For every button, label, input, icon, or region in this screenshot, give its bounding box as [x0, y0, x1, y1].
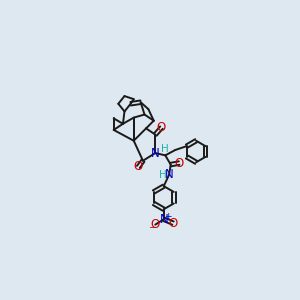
Text: N: N — [159, 213, 168, 226]
Text: N: N — [151, 146, 160, 160]
Text: O: O — [175, 157, 184, 169]
Text: N: N — [165, 168, 173, 181]
Text: −: − — [148, 223, 155, 232]
Text: O: O — [157, 121, 166, 134]
Text: H: H — [159, 169, 167, 180]
Text: O: O — [134, 160, 143, 173]
Text: H: H — [161, 144, 169, 154]
Text: O: O — [168, 217, 178, 230]
Text: +: + — [164, 212, 171, 221]
Text: O: O — [151, 218, 160, 231]
